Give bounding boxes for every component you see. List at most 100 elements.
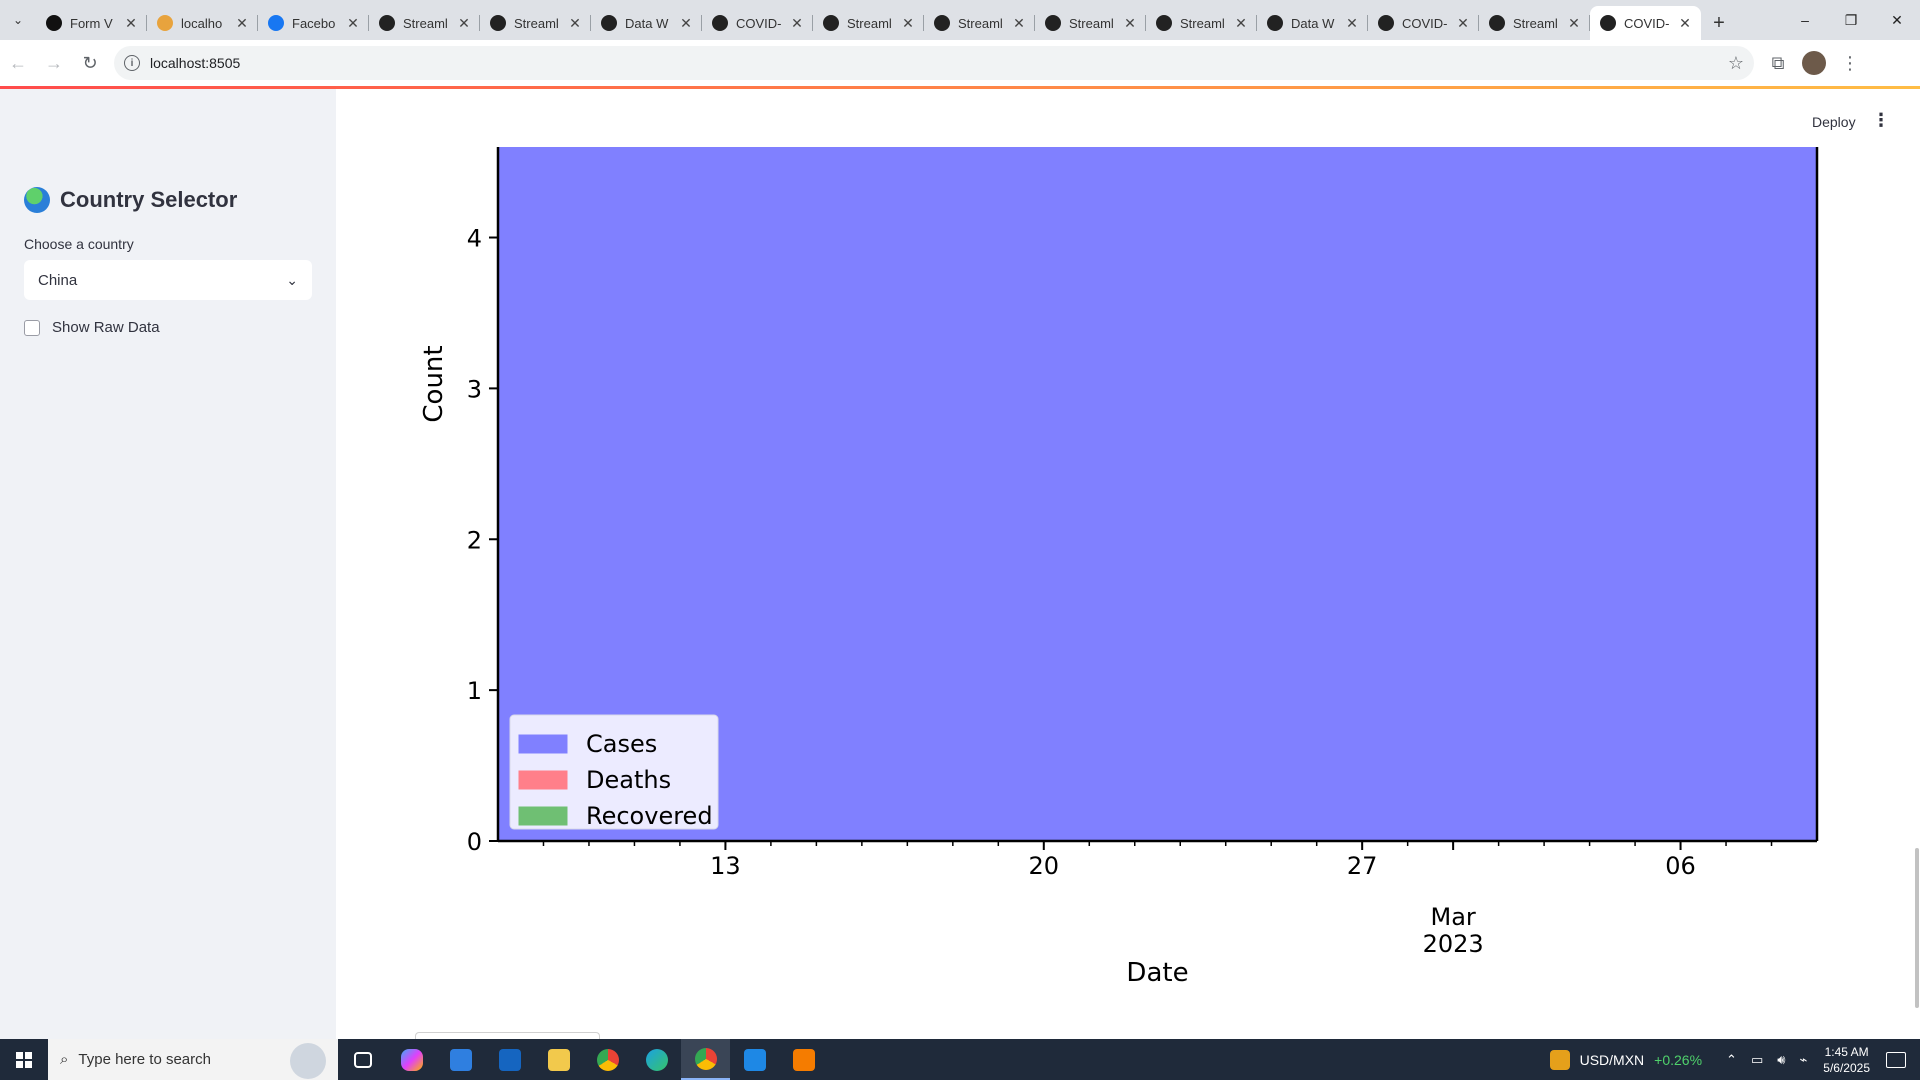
windows-logo-icon[interactable]: [16, 1051, 32, 1068]
wifi-icon[interactable]: ⌁: [1799, 1051, 1808, 1067]
file-explorer-icon[interactable]: [534, 1039, 583, 1080]
sidebar-title-text: Country Selector: [60, 187, 238, 212]
tab-title[interactable]: Streaml: [403, 15, 448, 31]
tab-close-icon[interactable]: ✕: [569, 14, 581, 31]
browser-tab-1[interactable]: localho ✕: [147, 6, 258, 40]
search-highlight-icon[interactable]: [290, 1043, 326, 1079]
task-view-icon[interactable]: [338, 1039, 387, 1080]
store-icon[interactable]: [436, 1039, 485, 1080]
tab-close-icon[interactable]: ✕: [1124, 14, 1136, 31]
tab-close-icon[interactable]: ✕: [1679, 14, 1691, 31]
country-select-value[interactable]: China: [38, 271, 78, 289]
restore-icon[interactable]: ❐: [1844, 11, 1858, 28]
tab-title[interactable]: Streaml: [847, 15, 892, 31]
tab-close-icon[interactable]: ✕: [1568, 14, 1580, 31]
browser-tab-0[interactable]: Form V ✕: [36, 6, 147, 40]
clock-time[interactable]: 1:45 AM: [1824, 1044, 1869, 1059]
tab-close-icon[interactable]: ✕: [1013, 14, 1025, 31]
streamlit-icon: [1600, 15, 1616, 31]
tab-title[interactable]: COVID-: [736, 15, 782, 31]
tray-chevron-up-icon[interactable]: ⌃: [1726, 1051, 1737, 1067]
browser-tab-12[interactable]: COVID- ✕: [1368, 6, 1479, 40]
browser-tab-6[interactable]: COVID- ✕: [702, 6, 813, 40]
tab-title[interactable]: COVID-: [1624, 15, 1670, 31]
tab-close-icon[interactable]: ✕: [680, 14, 692, 31]
tab-title[interactable]: Data W: [1291, 15, 1335, 31]
browser-tab-10[interactable]: Streaml ✕: [1146, 6, 1257, 40]
outlook-icon[interactable]: [485, 1039, 534, 1080]
ticker-name: USD/MXN: [1579, 1051, 1645, 1068]
streamlit-icon: [1045, 15, 1061, 31]
tab-close-icon[interactable]: ✕: [902, 14, 914, 31]
profile-avatar[interactable]: [1802, 51, 1826, 75]
chrome-active-icon[interactable]: [681, 1039, 730, 1080]
volume-icon[interactable]: 🔊︎: [1777, 1051, 1786, 1067]
minimize-icon[interactable]: –: [1801, 12, 1809, 28]
taskbar-clock[interactable]: 1:45 AM 5/6/2025: [1823, 1044, 1870, 1076]
tab-title[interactable]: Streaml: [1069, 15, 1114, 31]
tab-close-icon[interactable]: ✕: [1457, 14, 1469, 31]
show-raw-data-toggle[interactable]: Show Raw Data: [24, 319, 160, 336]
clock-date[interactable]: 5/6/2025: [1823, 1060, 1870, 1075]
browser-tab-13[interactable]: Streaml ✕: [1479, 6, 1590, 40]
tab-title[interactable]: localho: [181, 15, 223, 31]
browser-tab-4[interactable]: Streaml ✕: [480, 6, 591, 40]
stock-ticker-widget[interactable]: USD/MXN +0.26%: [1549, 1049, 1702, 1070]
show-raw-data-label[interactable]: Show Raw Data: [52, 319, 160, 336]
country-select[interactable]: China ⌄: [24, 260, 312, 300]
copilot-icon[interactable]: [387, 1039, 436, 1080]
extensions-icon[interactable]: ⧉: [1771, 52, 1785, 73]
taskbar-search-placeholder[interactable]: Type here to search: [78, 1051, 211, 1068]
tab-close-icon[interactable]: ✕: [236, 14, 248, 31]
tab-close-icon[interactable]: ✕: [791, 14, 803, 31]
forward-arrow-icon[interactable]: →: [45, 52, 63, 73]
browser-menu-icon[interactable]: ⋮: [1841, 52, 1859, 73]
tab-title[interactable]: Streaml: [1180, 15, 1225, 31]
tab-close-icon[interactable]: ✕: [125, 14, 137, 31]
streamlit-icon: [712, 15, 728, 31]
tab-title[interactable]: Facebo: [292, 15, 336, 31]
vscode-icon[interactable]: [730, 1039, 779, 1080]
browser-tab-9[interactable]: Streaml ✕: [1035, 6, 1146, 40]
deploy-button[interactable]: Deploy: [1812, 114, 1856, 130]
back-arrow-icon[interactable]: ←: [9, 52, 27, 73]
page-scrollbar[interactable]: [1915, 848, 1919, 1008]
tab-close-icon[interactable]: ✕: [458, 14, 470, 31]
address-url[interactable]: localhost:8505: [150, 55, 241, 71]
tab-title[interactable]: Form V: [70, 15, 113, 31]
bookmark-star-icon[interactable]: ☆: [1727, 52, 1744, 73]
tab-title[interactable]: Streaml: [1513, 15, 1558, 31]
browser-tab-3[interactable]: Streaml ✕: [369, 6, 480, 40]
tab-title[interactable]: Data W: [625, 15, 669, 31]
edge-icon[interactable]: [632, 1039, 681, 1080]
tab-title[interactable]: COVID-: [1402, 15, 1448, 31]
browser-tab-5[interactable]: Data W ✕: [591, 6, 702, 40]
browser-tab-11[interactable]: Data W ✕: [1257, 6, 1368, 40]
chevron-down-icon[interactable]: ⌄: [286, 271, 298, 288]
browser-tab-2[interactable]: Facebo ✕: [258, 6, 369, 40]
close-window-icon[interactable]: ✕: [1891, 11, 1903, 28]
start-button[interactable]: [0, 1039, 48, 1080]
battery-icon[interactable]: ▭: [1750, 1051, 1764, 1067]
browser-tab-14[interactable]: COVID- ✕: [1590, 6, 1701, 40]
browser-tab-7[interactable]: Streaml ✕: [813, 6, 924, 40]
new-tab-button[interactable]: +: [1713, 11, 1725, 34]
search-icon[interactable]: ⌕: [60, 1051, 69, 1068]
taskbar-search[interactable]: ⌕ Type here to search: [48, 1039, 338, 1080]
tab-close-icon[interactable]: ✕: [347, 14, 359, 31]
address-bar[interactable]: i localhost:8505 ☆: [114, 46, 1754, 80]
facebook-icon: [268, 15, 284, 31]
tab-title[interactable]: Streaml: [958, 15, 1003, 31]
reload-icon[interactable]: ↻: [82, 52, 98, 73]
tab-close-icon[interactable]: ✕: [1346, 14, 1358, 31]
notification-center-icon[interactable]: [1886, 1051, 1906, 1068]
main-menu-icon[interactable]: ⋮: [1872, 110, 1890, 130]
tab-search-chevron-icon[interactable]: ⌄: [12, 13, 24, 27]
site-info-icon[interactable]: i: [124, 55, 140, 71]
xampp-icon[interactable]: [779, 1039, 828, 1080]
tab-close-icon[interactable]: ✕: [1235, 14, 1247, 31]
show-raw-data-checkbox[interactable]: [24, 319, 40, 336]
tab-title[interactable]: Streaml: [514, 15, 559, 31]
browser-tab-8[interactable]: Streaml ✕: [924, 6, 1035, 40]
chrome-icon[interactable]: [583, 1039, 632, 1080]
